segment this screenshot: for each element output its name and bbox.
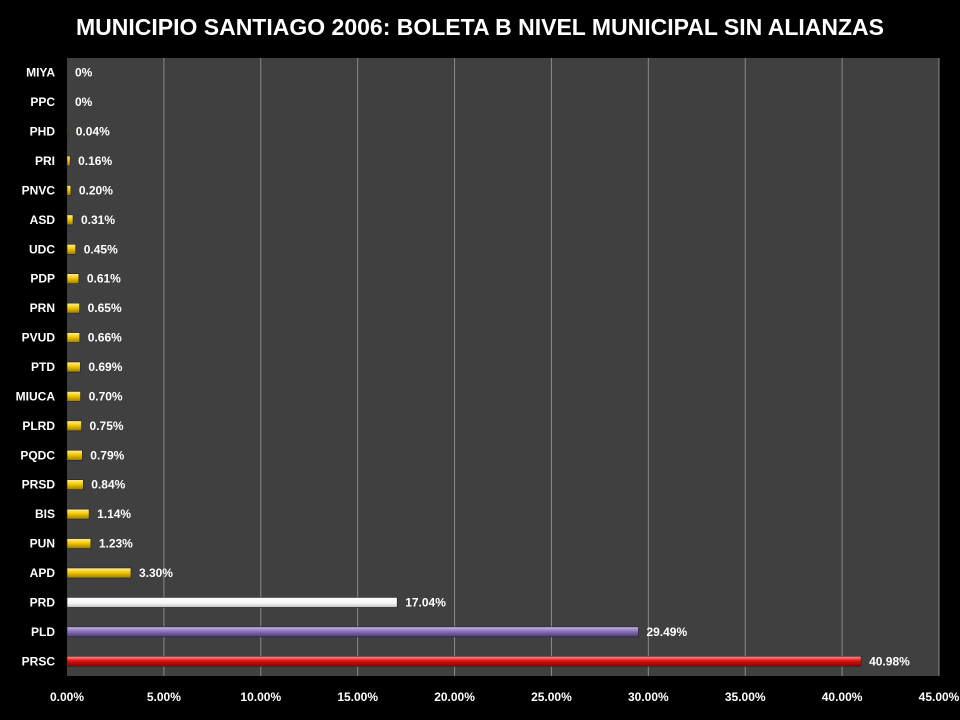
bar-pld — [66, 626, 639, 638]
plot-area — [67, 58, 939, 676]
x-tick-label: 45.00% — [919, 690, 960, 704]
bar-udc — [66, 243, 77, 255]
value-label: 0.31% — [81, 213, 115, 227]
x-tick-label: 40.00% — [822, 690, 863, 704]
category-label: PRD — [30, 595, 56, 609]
category-label: PRSC — [22, 654, 56, 668]
category-label: PRSD — [22, 478, 56, 492]
bar-pnvc — [66, 185, 72, 196]
category-label: PRN — [30, 301, 55, 315]
category-label: PPC — [30, 95, 55, 109]
x-tick-label: 5.00% — [147, 690, 181, 704]
bar-pdp — [66, 273, 80, 285]
value-label: 0% — [75, 95, 93, 109]
x-tick-label: 25.00% — [531, 690, 572, 704]
bar-apd — [66, 567, 132, 579]
value-label: 1.14% — [97, 507, 131, 521]
bar-prsc — [66, 655, 862, 667]
bar-miuca — [66, 391, 81, 402]
bar-plrd — [66, 420, 82, 432]
value-label: 17.04% — [405, 595, 446, 609]
x-tick-label: 35.00% — [725, 690, 766, 704]
value-label: 0.65% — [88, 301, 122, 315]
category-label: PTD — [31, 360, 55, 374]
bar-bis — [66, 508, 90, 520]
category-label: MIYA — [26, 66, 55, 80]
value-label: 0.16% — [78, 154, 112, 168]
bar-ptd — [66, 361, 81, 373]
bar-pun — [66, 538, 92, 549]
x-tick-label: 0.00% — [50, 690, 84, 704]
value-label: 0.75% — [90, 419, 124, 433]
bar-phd — [66, 126, 69, 137]
category-label: PRI — [35, 154, 55, 168]
category-label: PUN — [30, 537, 55, 551]
value-label: 0.61% — [87, 272, 121, 286]
bar-prd — [66, 597, 398, 608]
bar-pvud — [66, 332, 81, 343]
value-label: 3.30% — [139, 566, 173, 580]
category-label: PDP — [30, 272, 55, 286]
category-label: ASD — [30, 213, 56, 227]
x-tick-label: 20.00% — [434, 690, 475, 704]
bar-pri — [66, 155, 71, 167]
value-label: 0.84% — [91, 478, 125, 492]
value-label: 0.66% — [88, 331, 122, 345]
x-tick-label: 15.00% — [337, 690, 378, 704]
category-label: PQDC — [20, 448, 55, 462]
category-label: BIS — [35, 507, 55, 521]
value-label: 40.98% — [869, 654, 910, 668]
chart-title: MUNICIPIO SANTIAGO 2006: BOLETA B NIVEL … — [75, 14, 885, 40]
value-label: 0.45% — [84, 242, 118, 256]
x-tick-label: 10.00% — [240, 690, 281, 704]
value-label: 0.04% — [76, 125, 110, 139]
value-label: 0.79% — [90, 448, 124, 462]
value-label: 0% — [75, 66, 93, 80]
value-label: 1.23% — [99, 537, 133, 551]
category-label: APD — [30, 566, 56, 580]
category-label: MIUCA — [16, 389, 56, 403]
category-label: PHD — [30, 125, 56, 139]
category-label: PLD — [31, 625, 55, 639]
bar-asd — [66, 214, 74, 226]
value-label: 0.20% — [79, 183, 113, 197]
bar-prsd — [66, 479, 84, 491]
bar-prn — [66, 302, 80, 314]
value-label: 0.70% — [89, 389, 123, 403]
x-tick-label: 30.00% — [628, 690, 669, 704]
category-label: PNVC — [22, 183, 56, 197]
value-label: 0.69% — [88, 360, 122, 374]
category-label: PLRD — [22, 419, 55, 433]
bar-pqdc — [66, 449, 83, 461]
value-label: 29.49% — [646, 625, 687, 639]
category-label: UDC — [29, 242, 55, 256]
category-label: PVUD — [22, 331, 56, 345]
